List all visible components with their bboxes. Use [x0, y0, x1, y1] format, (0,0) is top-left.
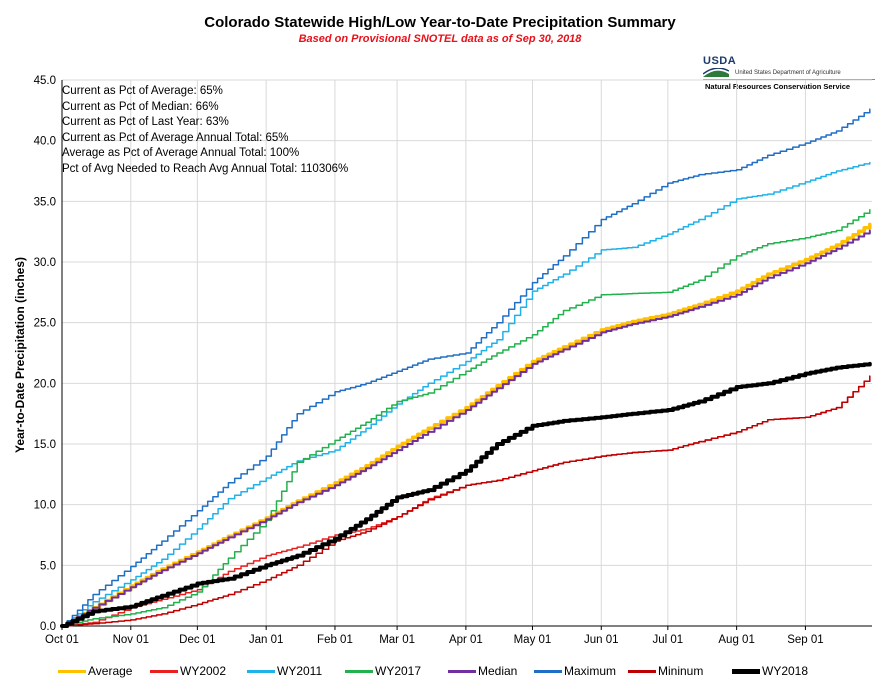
legend-item: Median	[448, 664, 517, 678]
y-tick-label: 5.0	[40, 560, 56, 572]
y-tick-label: 40.0	[34, 136, 56, 148]
x-tick-label: Jun 01	[584, 634, 619, 646]
x-tick-label: Jan 01	[249, 634, 284, 646]
legend-label: WY2018	[762, 664, 809, 678]
legend-swatch	[345, 670, 373, 674]
stat-line: Current as Pct of Average Annual Total: …	[62, 131, 289, 144]
series-line-wy2011	[61, 161, 871, 627]
series-line-median	[61, 229, 871, 627]
legend: Average WY2002 WY2011 WY2017 Median Maximum Mi…	[50, 664, 850, 682]
y-tick-label: 20.0	[34, 378, 56, 390]
usda-logo: USDA	[703, 55, 737, 67]
legend-label: Maximum	[564, 664, 617, 678]
y-tick-label: 0.0	[40, 621, 56, 633]
series-line-maximum	[61, 108, 871, 627]
usda-field-icon	[703, 68, 729, 77]
legend-swatch	[628, 670, 656, 674]
legend-item: Mininum	[628, 664, 703, 678]
y-tick-label: 35.0	[34, 196, 56, 208]
usda-department-text: United States Department of Agriculture	[735, 70, 841, 76]
x-tick-label: Apr 01	[449, 634, 483, 646]
x-tick-label: Aug 01	[718, 634, 754, 646]
y-tick-label: 45.0	[34, 75, 56, 87]
y-tick-label: 15.0	[34, 439, 56, 451]
y-tick-label: 10.0	[34, 500, 56, 512]
stat-line: Average as Pct of Average Annual Total: …	[62, 147, 300, 160]
legend-swatch	[150, 670, 178, 674]
chart-title: Colorado Statewide High/Low Year-to-Date…	[204, 14, 676, 31]
stat-line: Current as Pct of Last Year: 63%	[62, 116, 229, 129]
y-tick-label: 30.0	[34, 257, 56, 269]
chart-subtitle: Based on Provisional SNOTEL data as of S…	[298, 33, 582, 45]
legend-swatch	[448, 670, 476, 674]
legend-label: Average	[88, 664, 133, 678]
legend-label: WY2002	[180, 664, 227, 678]
series-line-mininum	[61, 375, 871, 627]
x-tick-label: Jul 01	[652, 634, 683, 646]
legend-item: Average	[58, 664, 132, 678]
legend-swatch	[534, 670, 562, 674]
x-tick-label: Sep 01	[787, 634, 823, 646]
legend-label: WY2017	[375, 664, 422, 678]
series-line-average	[60, 222, 872, 628]
x-tick-label: May 01	[514, 634, 552, 646]
y-axis-label: Year-to-Date Precipitation (inches)	[13, 256, 27, 454]
legend-swatch	[58, 670, 86, 674]
series-line-wy2017	[61, 209, 871, 627]
stat-line: Current as Pct of Average: 65%	[62, 85, 223, 97]
legend-label: WY2011	[277, 664, 323, 678]
x-tick-label: Dec 01	[179, 634, 215, 646]
legend-swatch	[732, 669, 760, 675]
nrcs-text: Natural Resources Conservation Service	[705, 82, 851, 91]
x-tick-label: Feb 01	[317, 634, 353, 646]
legend-item: Maximum	[534, 664, 616, 678]
stat-line: Current as Pct of Median: 66%	[62, 100, 219, 113]
legend-item: WY2018	[732, 664, 808, 678]
x-tick-label: Nov 01	[113, 634, 149, 646]
legend-item: WY2011	[247, 664, 322, 678]
legend-label: Mininum	[658, 664, 704, 678]
series-line-wy2018	[60, 361, 872, 628]
legend-swatch	[247, 670, 275, 674]
legend-item: WY2002	[150, 664, 226, 678]
stats-box: Current as Pct of Average: 65% Current a…	[62, 84, 348, 178]
x-tick-label: Oct 01	[45, 634, 79, 646]
legend-label: Median	[478, 664, 518, 678]
legend-item: WY2017	[345, 664, 421, 678]
y-tick-label: 25.0	[34, 318, 56, 330]
x-tick-label: Mar 01	[379, 634, 415, 646]
stat-line: Pct of Avg Needed to Reach Avg Annual To…	[62, 162, 349, 175]
